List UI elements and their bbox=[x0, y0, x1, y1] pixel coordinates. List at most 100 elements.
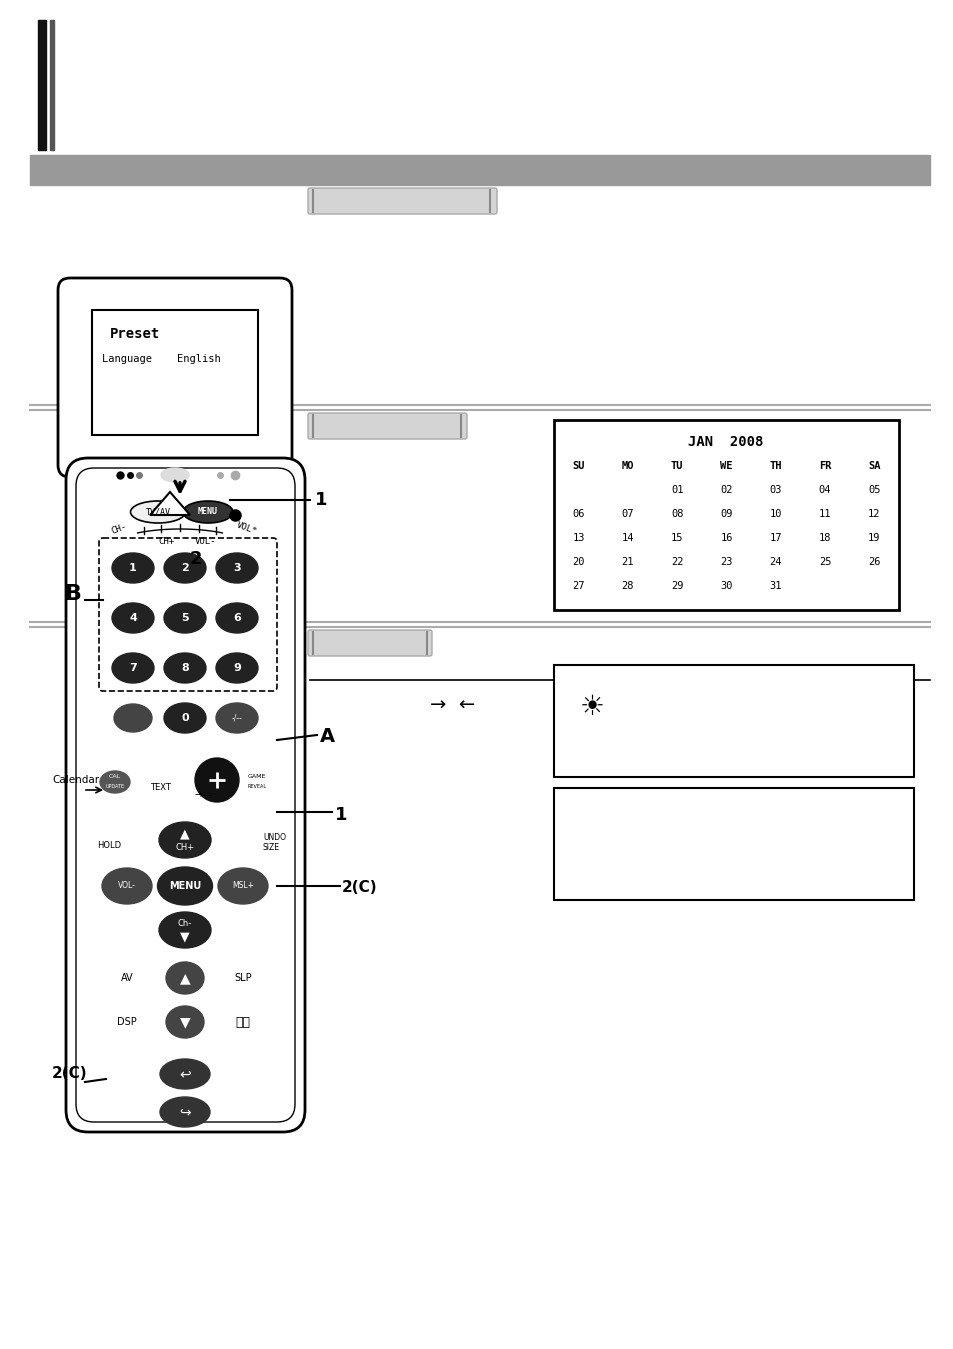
Text: VOL-: VOL- bbox=[194, 537, 216, 546]
Text: WE: WE bbox=[720, 461, 732, 471]
Text: Ch-: Ch- bbox=[177, 920, 192, 928]
Text: 31: 31 bbox=[769, 581, 781, 591]
Text: 09: 09 bbox=[720, 509, 732, 519]
Text: 10: 10 bbox=[769, 509, 781, 519]
Text: 11: 11 bbox=[818, 509, 830, 519]
Text: 01: 01 bbox=[670, 486, 682, 495]
Text: 08: 08 bbox=[670, 509, 682, 519]
Text: 2(C): 2(C) bbox=[52, 1066, 88, 1081]
Ellipse shape bbox=[159, 822, 211, 858]
Text: 29: 29 bbox=[670, 581, 682, 591]
Text: 12: 12 bbox=[867, 509, 880, 519]
Bar bbox=[30, 155, 929, 185]
Text: Calendar: Calendar bbox=[52, 774, 99, 785]
Text: MO: MO bbox=[621, 461, 634, 471]
Text: AV: AV bbox=[121, 973, 133, 983]
Text: 16: 16 bbox=[720, 533, 732, 544]
Text: 22: 22 bbox=[670, 557, 682, 567]
Text: ⁨⁩: ⁨⁩ bbox=[235, 1016, 251, 1028]
Text: ↪: ↪ bbox=[179, 1105, 191, 1120]
Text: MENU: MENU bbox=[169, 881, 201, 890]
Text: 06: 06 bbox=[572, 509, 584, 519]
Text: 6: 6 bbox=[233, 612, 241, 623]
Text: 2: 2 bbox=[181, 563, 189, 573]
Text: 19: 19 bbox=[867, 533, 880, 544]
Text: 13: 13 bbox=[572, 533, 584, 544]
Text: REVEAL: REVEAL bbox=[247, 784, 266, 789]
Text: VOL-: VOL- bbox=[118, 881, 135, 890]
Circle shape bbox=[154, 759, 191, 795]
Ellipse shape bbox=[102, 867, 152, 904]
Text: ▼: ▼ bbox=[180, 931, 190, 943]
Text: HOLD: HOLD bbox=[97, 840, 121, 850]
Text: 25: 25 bbox=[818, 557, 830, 567]
Text: TEXT: TEXT bbox=[150, 782, 171, 792]
Bar bbox=[50, 20, 54, 150]
Ellipse shape bbox=[242, 772, 272, 793]
Text: 1: 1 bbox=[314, 491, 327, 509]
Polygon shape bbox=[150, 492, 190, 515]
Text: 03: 03 bbox=[769, 486, 781, 495]
Text: 27: 27 bbox=[572, 581, 584, 591]
Ellipse shape bbox=[113, 704, 152, 733]
Text: DSP: DSP bbox=[117, 1017, 136, 1027]
Text: 2: 2 bbox=[190, 550, 202, 568]
Ellipse shape bbox=[183, 500, 233, 523]
Ellipse shape bbox=[131, 500, 185, 523]
Text: JAN  2008: JAN 2008 bbox=[688, 434, 763, 449]
Text: 8: 8 bbox=[181, 662, 189, 673]
Text: 7: 7 bbox=[129, 662, 136, 673]
Bar bbox=[554, 788, 913, 900]
Text: B: B bbox=[65, 584, 82, 604]
Text: GAME: GAME bbox=[248, 773, 266, 778]
Text: 17: 17 bbox=[769, 533, 781, 544]
Text: 20: 20 bbox=[572, 557, 584, 567]
FancyBboxPatch shape bbox=[58, 278, 292, 478]
Text: 18: 18 bbox=[818, 533, 830, 544]
Text: TU: TU bbox=[670, 461, 682, 471]
Text: →  ←: → ← bbox=[430, 695, 475, 714]
Text: -/--: -/-- bbox=[232, 714, 242, 723]
Text: ▲: ▲ bbox=[179, 971, 190, 985]
Ellipse shape bbox=[105, 1006, 149, 1037]
Text: MENU: MENU bbox=[198, 507, 218, 517]
Text: ☀: ☀ bbox=[579, 693, 604, 720]
Text: →―: →― bbox=[194, 791, 213, 800]
Bar bbox=[38, 20, 46, 150]
Text: 1: 1 bbox=[129, 563, 136, 573]
Bar bbox=[91, 310, 257, 434]
Text: ▲: ▲ bbox=[180, 827, 190, 840]
Text: 5: 5 bbox=[181, 612, 189, 623]
Ellipse shape bbox=[215, 553, 257, 583]
Ellipse shape bbox=[164, 653, 206, 683]
Text: 1: 1 bbox=[335, 805, 347, 824]
Ellipse shape bbox=[160, 1097, 210, 1126]
Text: UPDATE: UPDATE bbox=[106, 784, 125, 789]
Text: 26: 26 bbox=[867, 557, 880, 567]
Text: UNDO: UNDO bbox=[263, 832, 286, 842]
Text: SLP: SLP bbox=[233, 973, 252, 983]
Text: 21: 21 bbox=[621, 557, 634, 567]
Ellipse shape bbox=[100, 772, 130, 793]
Text: 4: 4 bbox=[129, 612, 137, 623]
Ellipse shape bbox=[112, 553, 153, 583]
Text: 15: 15 bbox=[670, 533, 682, 544]
Ellipse shape bbox=[218, 867, 268, 904]
Text: 04: 04 bbox=[818, 486, 830, 495]
Text: 9: 9 bbox=[233, 662, 241, 673]
Ellipse shape bbox=[215, 603, 257, 633]
FancyBboxPatch shape bbox=[76, 468, 294, 1122]
Circle shape bbox=[194, 758, 239, 803]
Text: MSL+: MSL+ bbox=[232, 881, 253, 890]
Ellipse shape bbox=[164, 553, 206, 583]
Text: SU: SU bbox=[572, 461, 584, 471]
Ellipse shape bbox=[215, 653, 257, 683]
Text: FR: FR bbox=[818, 461, 830, 471]
Text: 2(C): 2(C) bbox=[341, 880, 377, 894]
Text: 02: 02 bbox=[720, 486, 732, 495]
Text: 05: 05 bbox=[867, 486, 880, 495]
Bar bbox=[554, 420, 898, 610]
Text: VOL*: VOL* bbox=[234, 521, 258, 536]
FancyBboxPatch shape bbox=[308, 630, 432, 656]
Text: TV/AV: TV/AV bbox=[146, 507, 171, 517]
